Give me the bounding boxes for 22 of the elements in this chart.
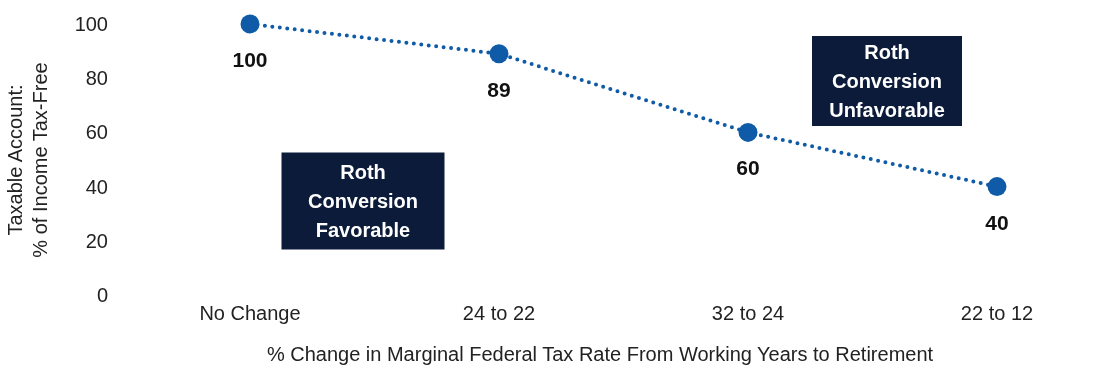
annotation: Roth Conversion Favorable xyxy=(307,161,419,241)
annotation: Roth Conversion Unfavorable xyxy=(829,41,945,121)
y-tick-label: 20 xyxy=(85,229,108,252)
data-label: 89 xyxy=(487,77,511,101)
x-axis-title: % Change in Marginal Federal Tax Rate From Working Years to Retirement xyxy=(266,343,934,365)
x-tick-label: 24 to 22 xyxy=(462,302,536,324)
x-tick-label: 32 to 24 xyxy=(711,302,785,324)
data-label: 60 xyxy=(736,156,760,180)
y-tick-label: 0 xyxy=(96,284,108,306)
y-tick-label: 80 xyxy=(85,67,108,90)
point xyxy=(738,122,758,142)
data-label: 100 xyxy=(232,48,268,71)
y-tick-label: 40 xyxy=(85,175,108,198)
y-tick-label: 60 xyxy=(85,121,108,144)
y-tick-label: 100 xyxy=(74,13,108,35)
x-tick-label: No Change xyxy=(199,302,301,324)
point xyxy=(987,177,1007,197)
x-tick-label: 22 to 12 xyxy=(960,302,1034,324)
data-label: 40 xyxy=(985,210,1009,234)
point xyxy=(489,44,509,64)
point xyxy=(240,14,260,34)
y-axis-title: Taxable Account: % of Income Tax-Free xyxy=(4,62,51,258)
